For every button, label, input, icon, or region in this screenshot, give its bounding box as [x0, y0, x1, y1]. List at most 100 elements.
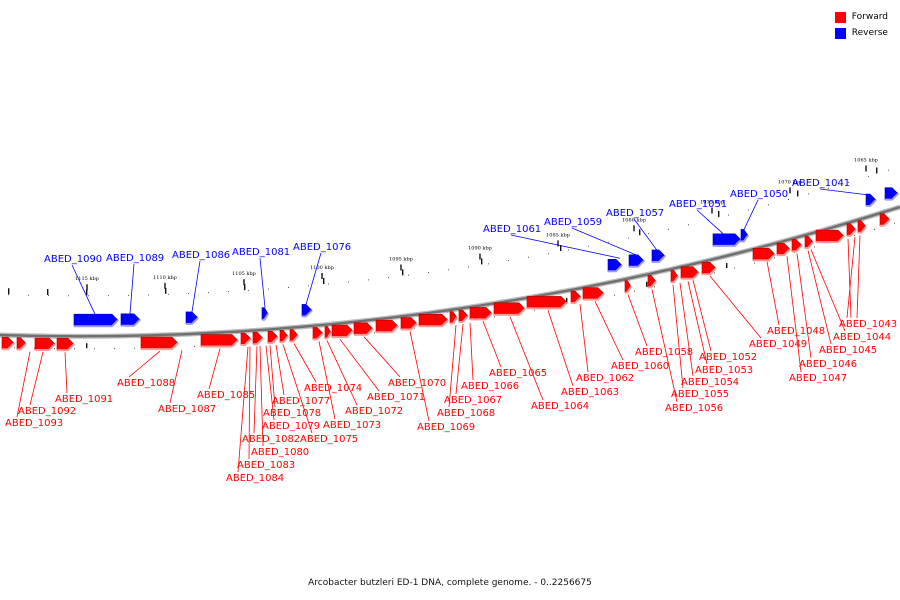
forward-gene — [776, 242, 791, 256]
reverse-gene-label: ABED_1076 — [293, 242, 351, 253]
reverse-legend-label: Reverse — [851, 28, 888, 38]
forward-gene-label: ABED_1093 — [5, 418, 63, 429]
forward-gene-label: ABED_1049 — [749, 339, 807, 350]
leader-line — [16, 351, 31, 418]
tick-label: 1115 kbp — [75, 276, 99, 282]
forward-gene-label: ABED_1091 — [55, 394, 113, 405]
leader-line — [253, 346, 258, 434]
scale-dot — [634, 290, 635, 292]
forward-gene-shade — [571, 296, 582, 305]
reverse-gene-label: ABED_1089 — [106, 253, 164, 264]
leader-line — [679, 283, 694, 377]
forward-gene-label: ABED_1047 — [789, 373, 847, 384]
leader-line — [627, 294, 648, 347]
scale-dot — [68, 295, 69, 297]
reverse-gene-label: ABED_1057 — [606, 208, 664, 219]
major-tick — [243, 279, 245, 286]
major-tick — [479, 253, 481, 260]
scale-dot — [508, 260, 509, 262]
scale-dot — [548, 253, 549, 255]
forward-gene — [526, 296, 568, 309]
scale-dot — [374, 332, 375, 334]
forward-gene-label: ABED_1085 — [197, 390, 255, 401]
forward-gene-shade — [241, 338, 252, 346]
leader-line — [129, 263, 135, 314]
forward-gene-label: ABED_1064 — [531, 401, 589, 412]
leader-line — [237, 346, 249, 473]
forward-gene-label: ABED_1079 — [262, 421, 320, 432]
scale-dot — [868, 175, 869, 177]
minor-tick — [566, 297, 568, 303]
forward-swatch — [834, 11, 846, 23]
scale-dot — [228, 291, 229, 293]
forward-gene-label: ABED_1084 — [226, 473, 284, 484]
leader-line — [64, 352, 68, 394]
scale-dot — [414, 327, 415, 329]
reverse-gene-shade — [74, 319, 119, 328]
leader-line — [672, 284, 684, 389]
forward-gene-shade — [583, 292, 605, 301]
scale-dot — [128, 294, 129, 296]
forward-gene-label: ABED_1062 — [576, 373, 634, 384]
forward-gene-label: ABED_1078 — [263, 408, 321, 419]
leader-line — [265, 345, 275, 421]
tick-label: 1100 kbp — [310, 265, 334, 271]
minor-tick — [47, 289, 49, 296]
scale-dot — [168, 293, 169, 295]
tick-label: 1075 kbp — [700, 200, 724, 206]
forward-gene-shade — [325, 331, 332, 340]
scale-dot — [528, 256, 529, 258]
forward-gene-shade — [671, 275, 679, 284]
forward-gene-label: ABED_1069 — [417, 422, 475, 433]
scale-dot — [388, 277, 389, 279]
forward-gene-shade — [816, 235, 845, 244]
scale-dot — [654, 286, 655, 288]
forward-gene-shade — [753, 253, 776, 262]
scale-dot — [8, 294, 9, 296]
forward-gene-label: ABED_1066 — [461, 381, 519, 392]
forward-gene-label: ABED_1065 — [489, 368, 547, 379]
forward-gene-label: ABED_1083 — [237, 460, 295, 471]
reverse-gene-label: ABED_1059 — [544, 217, 602, 228]
scale-dot — [788, 198, 789, 200]
forward-gene-shade — [332, 330, 354, 339]
reverse-gene — [185, 311, 199, 325]
leader-line — [409, 331, 430, 422]
forward-gene-shade — [880, 218, 891, 227]
leader-line — [208, 348, 221, 390]
leader-line — [547, 310, 574, 387]
leader-line — [29, 351, 44, 406]
scale-dot — [268, 288, 269, 290]
scale-dot — [308, 285, 309, 287]
forward-gene-shade — [290, 334, 299, 343]
forward-gene-shade — [470, 312, 493, 321]
minor-tick — [86, 343, 88, 349]
forward-gene-label: ABED_1053 — [695, 365, 753, 376]
reverse-gene-shade — [608, 264, 623, 273]
scale-dot — [774, 257, 775, 259]
leader-line — [807, 250, 832, 345]
scale-dot — [134, 347, 135, 349]
reverse-swatch — [834, 27, 846, 39]
forward-gene — [680, 266, 700, 280]
minor-tick — [402, 269, 404, 276]
leader-line — [248, 346, 251, 460]
reverse-gene-label: ABED_1081 — [232, 247, 290, 258]
forward-gene-shade — [777, 248, 791, 257]
forward-gene-shade — [354, 328, 374, 336]
forward-gene-shade — [625, 286, 632, 294]
leader-line — [766, 261, 780, 326]
forward-gene-label: ABED_1063 — [561, 387, 619, 398]
tick-label: 1095 kbp — [389, 257, 413, 263]
forward-gene-shade — [681, 272, 700, 280]
forward-gene-label: ABED_1074 — [304, 383, 362, 394]
forward-gene-shade — [527, 301, 568, 310]
leader-line — [339, 339, 380, 392]
reverse-gene-shade — [302, 309, 313, 318]
leader-line — [819, 188, 869, 196]
scale-dot — [448, 269, 449, 271]
reverse-gene-label: ABED_1050 — [730, 189, 788, 200]
leader-line — [709, 275, 762, 339]
scale-dot — [408, 274, 409, 276]
forward-gene-label: ABED_1058 — [635, 347, 693, 358]
